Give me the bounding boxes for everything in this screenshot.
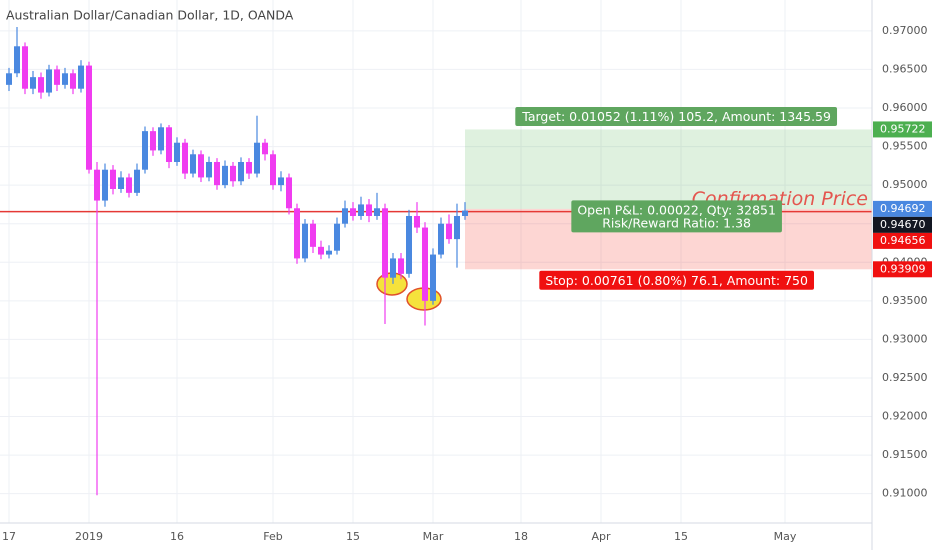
candle-body [422, 227, 428, 301]
price-tag [873, 200, 932, 217]
price-tag-label: 0.94692 [880, 202, 926, 215]
candle-body [318, 246, 324, 255]
candle-body [158, 127, 164, 151]
candle-body [78, 65, 84, 89]
target-zone [465, 129, 872, 209]
price-tag [873, 261, 932, 278]
x-tick-label: 18 [514, 530, 528, 543]
target-label: Target: 0.01052 (1.11%) 105.2, Amount: 1… [521, 109, 831, 124]
candle-body [366, 204, 372, 216]
y-tick-label: 0.91500 [882, 448, 928, 461]
label-box [539, 270, 815, 290]
candle-body [294, 208, 300, 259]
candle-body [46, 69, 52, 93]
candle-body [454, 215, 460, 240]
candle-body [438, 223, 444, 255]
candle-body [342, 208, 348, 224]
candle-body [238, 161, 244, 182]
x-tick-label: 15 [346, 530, 360, 543]
candle-body [430, 254, 436, 301]
candle-body [214, 161, 220, 186]
price-tag-label: 0.94656 [880, 234, 926, 247]
candle-body [246, 161, 252, 174]
candle-body [206, 161, 212, 178]
candle-body [110, 169, 116, 189]
candle-body [38, 77, 44, 93]
candle-body [262, 142, 268, 155]
candle-body [150, 131, 156, 151]
candle-body [334, 223, 340, 251]
y-tick-label: 0.96500 [882, 62, 928, 75]
candle-body [398, 258, 404, 274]
price-tag-label: 0.94670 [880, 218, 926, 231]
candle-body [446, 223, 452, 240]
candle-body [190, 154, 196, 174]
candle-body [302, 223, 308, 259]
candle-body [270, 154, 276, 186]
candle-body [310, 223, 316, 247]
x-tick-label: Apr [591, 530, 611, 543]
candle-body [182, 142, 188, 174]
price-tag [873, 121, 932, 138]
pnl-label: Open P&L: 0.00022, Qty: 32851 [577, 202, 776, 217]
x-tick-label: 17 [2, 530, 16, 543]
candle-body [102, 169, 108, 201]
candle-body [326, 250, 332, 255]
label-box [571, 200, 782, 233]
candle-body [118, 177, 124, 189]
y-tick-label: 0.95500 [882, 140, 928, 153]
y-tick-label: 0.97000 [882, 24, 928, 37]
candle-body [70, 73, 76, 89]
candle-body [286, 177, 292, 209]
y-tick-label: 0.92500 [882, 371, 928, 384]
candle-body [134, 169, 140, 193]
candle-body [374, 208, 380, 216]
candle-body [62, 73, 68, 85]
y-tick-label: 0.92000 [882, 410, 928, 423]
x-tick-label: 15 [674, 530, 688, 543]
candle-body [126, 177, 132, 193]
x-tick-label: 16 [170, 530, 184, 543]
candle-body [54, 69, 60, 85]
candle-body [230, 165, 236, 182]
candle-body [166, 127, 172, 162]
x-tick-label: Mar [423, 530, 444, 543]
candle-body [86, 65, 92, 170]
x-tick-label: May [774, 530, 797, 543]
x-tick-label: Feb [263, 530, 282, 543]
candle-body [406, 215, 412, 274]
candle-body [222, 165, 228, 186]
candle-body [254, 142, 260, 174]
price-tag [873, 216, 932, 233]
y-tick-label: 0.93500 [882, 294, 928, 307]
candle-body [350, 208, 356, 216]
price-tag-label: 0.93909 [880, 262, 926, 275]
price-tag-label: 0.95722 [880, 122, 926, 135]
rr-label: Risk/Reward Ratio: 1.38 [602, 215, 751, 230]
candle-body [382, 208, 388, 278]
chart-title: Australian Dollar/Canadian Dollar, 1D, O… [6, 8, 294, 23]
y-tick-label: 0.91000 [882, 487, 928, 500]
candle-body [142, 131, 148, 170]
candle-body [462, 210, 468, 216]
candle-body [278, 177, 284, 186]
label-box [515, 106, 838, 126]
candle-body [94, 169, 100, 201]
candle-body [14, 46, 20, 74]
y-tick-label: 0.96000 [882, 101, 928, 114]
price-tag [873, 232, 932, 249]
y-tick-label: 0.93000 [882, 332, 928, 345]
candle-body [22, 46, 28, 89]
x-tick-label: 2019 [75, 530, 103, 543]
candle-body [30, 77, 36, 89]
candle-body [174, 142, 180, 162]
candle-body [390, 258, 396, 278]
y-tick-label: 0.95000 [882, 178, 928, 191]
candle-body [358, 204, 364, 216]
candle-body [6, 73, 12, 85]
stop-label: Stop: 0.00761 (0.80%) 76.1, Amount: 750 [545, 273, 808, 288]
candle-body [414, 215, 420, 228]
candle-body [198, 154, 204, 178]
